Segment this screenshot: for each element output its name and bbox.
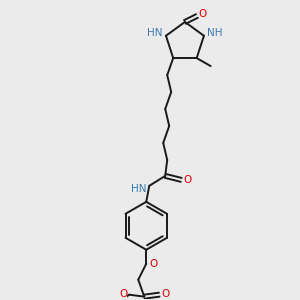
Text: HN: HN — [130, 184, 146, 194]
Text: HN: HN — [147, 28, 163, 38]
Text: O: O — [161, 289, 169, 299]
Text: O: O — [199, 9, 207, 19]
Text: O: O — [149, 259, 158, 269]
Text: O: O — [119, 289, 128, 299]
Text: O: O — [183, 175, 191, 185]
Text: NH: NH — [207, 28, 223, 38]
